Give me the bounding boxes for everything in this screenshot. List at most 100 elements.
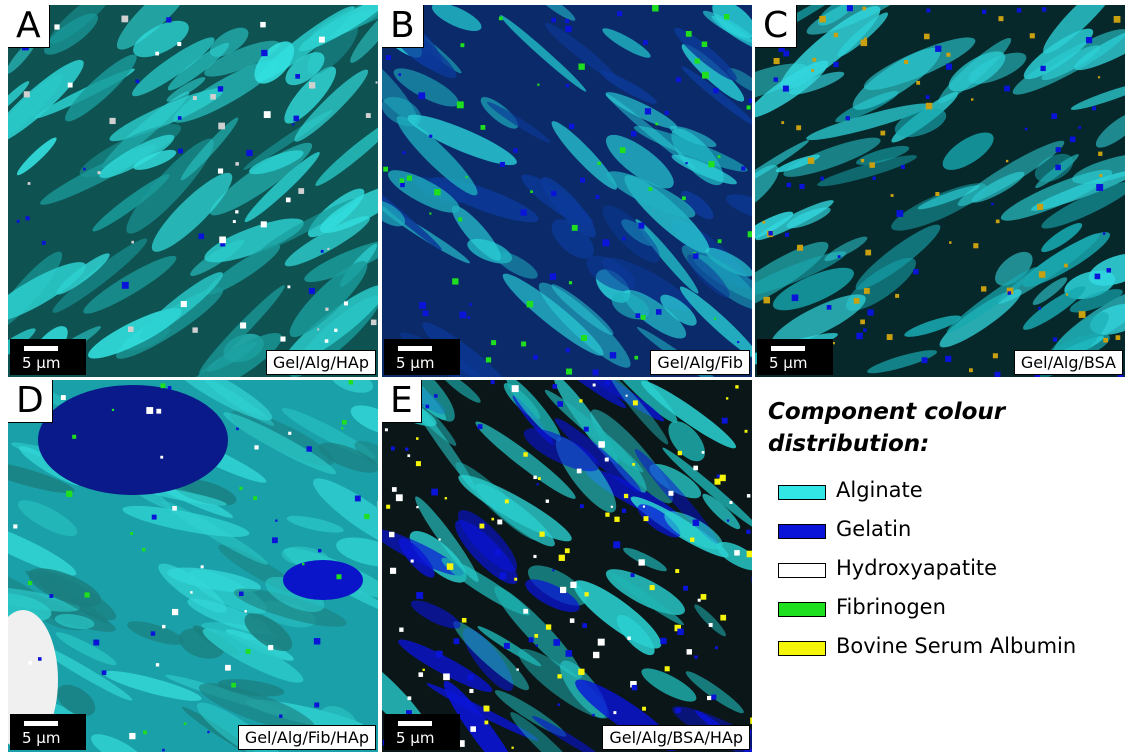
texture-dot [513, 148, 517, 152]
texture-dot [895, 294, 899, 298]
texture-dot [497, 519, 502, 524]
texture-dot [812, 58, 816, 62]
texture-dot [236, 428, 239, 431]
texture-dot [602, 239, 609, 246]
texture-dot [155, 52, 159, 56]
texture-dot [459, 312, 466, 319]
texture-dot [399, 73, 402, 76]
texture-dot [799, 184, 804, 189]
texture-dot [650, 585, 655, 590]
scale-bar-label: 5 µm [396, 354, 434, 372]
texture-dot [926, 95, 930, 99]
texture-dot [454, 638, 460, 644]
texture-dot [1116, 335, 1121, 340]
texture-dot [557, 674, 561, 678]
texture-dot [385, 428, 388, 431]
texture-dot [462, 618, 467, 623]
texture-dot [405, 448, 408, 451]
texture-dot [403, 151, 406, 154]
texture-dot [693, 520, 699, 526]
scale-bar-label: 5 µm [22, 354, 60, 372]
texture-dot [533, 476, 536, 479]
texture-dot [913, 269, 918, 274]
legend-label: Gelatin [836, 517, 911, 541]
texture-dot [246, 649, 251, 654]
texture-dot [669, 491, 674, 496]
texture-dot [745, 430, 748, 433]
texture-dot [741, 166, 745, 170]
texture-dot [467, 316, 470, 319]
texture-dot [624, 494, 628, 498]
texture-dot [896, 210, 903, 217]
texture-dot [1079, 311, 1086, 318]
texture-dot [431, 489, 438, 496]
micrograph [755, 5, 1125, 377]
texture-dot [614, 517, 619, 522]
texture-dot [28, 182, 31, 185]
texture-dot [862, 7, 866, 11]
texture-dot [416, 461, 421, 466]
legend-swatch [778, 524, 826, 539]
texture-dot [861, 159, 864, 162]
texture-dot [982, 10, 986, 14]
micrograph [8, 380, 378, 752]
texture-dot [192, 327, 197, 332]
texture-dot [656, 309, 662, 315]
texture-dot [860, 320, 865, 325]
image-panel: C5 µmGel/Alg/BSA [755, 5, 1125, 377]
texture-dot [458, 217, 462, 221]
texture-dot [478, 424, 483, 429]
texture-dot [642, 707, 646, 711]
texture-dot [193, 96, 197, 100]
micrograph [8, 5, 378, 377]
texture-dot [820, 177, 824, 181]
texture-dot [122, 282, 129, 289]
scale-bar: 5 µm [384, 339, 460, 375]
texture-dot [715, 646, 718, 649]
texture-dot [383, 167, 388, 172]
texture-dot [981, 286, 986, 291]
texture-dot [177, 42, 181, 46]
texture-dot [735, 385, 738, 388]
texture-dot [935, 192, 939, 196]
texture-dot [112, 409, 114, 411]
texture-dot [675, 569, 679, 573]
texture-dot [161, 383, 166, 388]
texture-dot [811, 69, 814, 72]
texture-dot [319, 37, 325, 43]
texture-dot [190, 591, 192, 593]
scale-bar: 5 µm [757, 339, 833, 375]
texture-dot [499, 17, 503, 21]
texture-dot [580, 504, 584, 508]
texture-dot [98, 171, 101, 174]
texture-dot [887, 334, 893, 340]
image-panel: B5 µmGel/Alg/Fib [382, 5, 752, 377]
texture-dot [598, 639, 605, 646]
texture-dot [763, 297, 770, 304]
texture-dot [702, 42, 708, 48]
texture-dot [864, 288, 870, 294]
micrograph [382, 5, 752, 377]
texture-dot [466, 176, 468, 178]
texture-dot [142, 548, 145, 551]
texture-dot [643, 40, 648, 45]
texture-dot [774, 58, 780, 64]
texture-dot [364, 514, 369, 519]
texture-dot [649, 187, 653, 191]
texture-dot [425, 405, 429, 409]
texture-dot [201, 565, 204, 568]
texture-dot [260, 22, 265, 27]
image-panel: A5 µmGel/Alg/HAp [8, 5, 378, 377]
legend-swatch [778, 485, 826, 500]
texture-dot [240, 322, 246, 328]
texture-dot [991, 203, 993, 205]
texture-dot [371, 320, 377, 326]
scale-bar-label: 5 µm [22, 729, 60, 747]
texture-dot [151, 631, 155, 635]
texture-dot [146, 407, 153, 414]
texture-dot [713, 88, 718, 93]
texture-dot [1103, 232, 1105, 234]
sample-label: Gel/Alg/BSA/HAp [602, 725, 750, 750]
texture-dot [1078, 126, 1081, 129]
texture-dot [429, 135, 432, 138]
